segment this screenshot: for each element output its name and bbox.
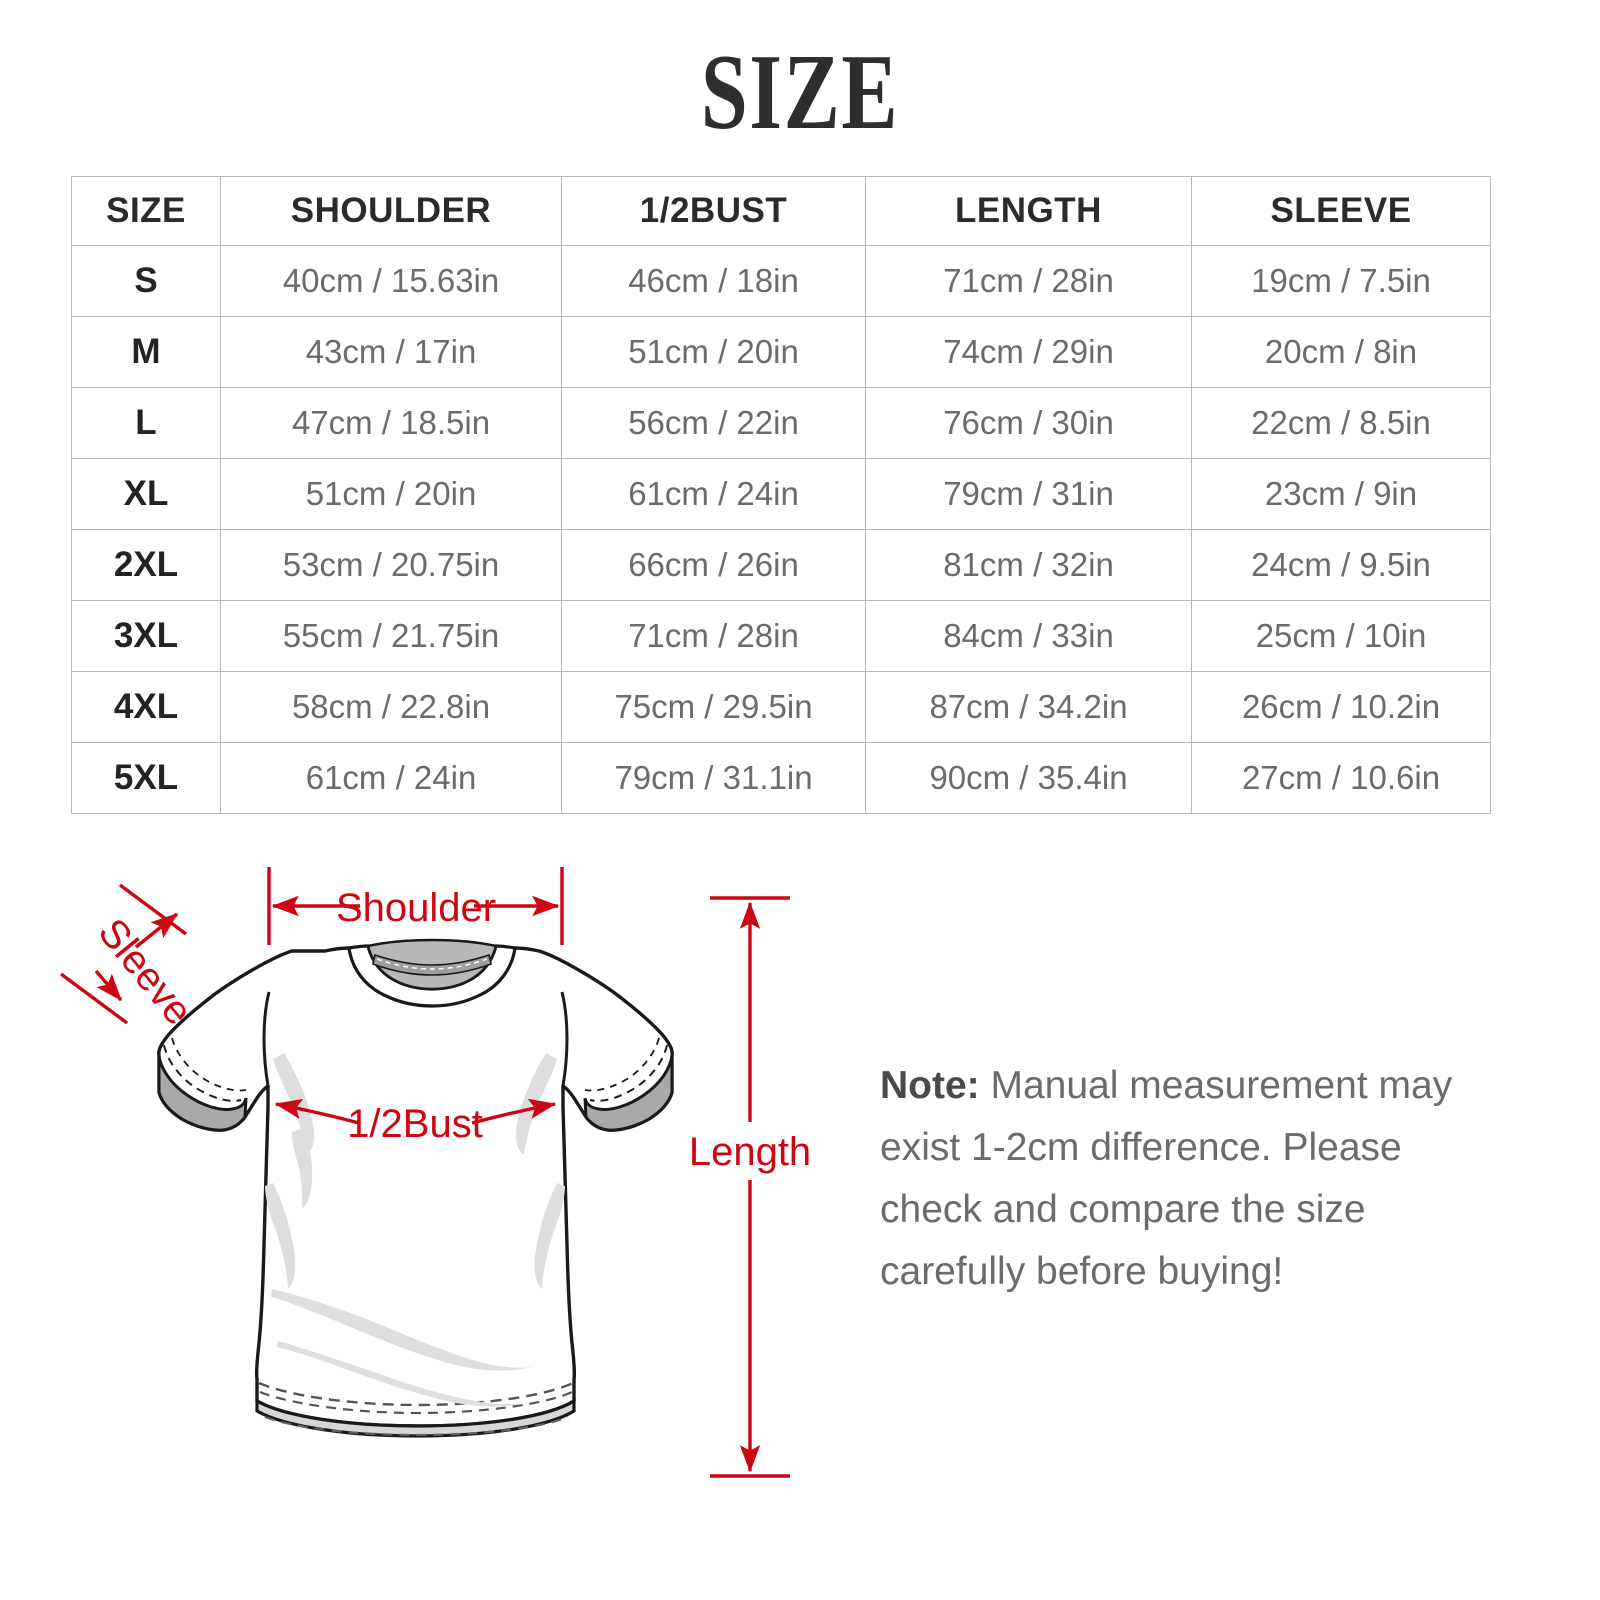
cell-sleeve: 27cm / 10.6in <box>1191 742 1491 814</box>
sleeve-arrow-lower <box>94 969 123 1002</box>
cell-length: 71cm / 28in <box>865 245 1192 317</box>
size-table: SIZE SHOULDER 1/2BUST LENGTH SLEEVE S 40… <box>71 176 1491 814</box>
hem-stitch-inner <box>259 1390 573 1415</box>
cell-length: 81cm / 32in <box>865 529 1192 601</box>
cell-bust: 66cm / 26in <box>561 529 866 601</box>
table-row: 2XL 53cm / 20.75in 66cm / 26in 81cm / 32… <box>71 529 1491 601</box>
cell-shoulder: 55cm / 21.75in <box>220 600 562 672</box>
label-shoulder: Shoulder <box>336 886 496 930</box>
note-label: Note: <box>880 1064 980 1107</box>
cell-length: 76cm / 30in <box>865 387 1192 459</box>
note-block: Note: Manual measurement may exist 1-2cm… <box>880 1055 1510 1303</box>
cell-sleeve: 26cm / 10.2in <box>1191 671 1491 743</box>
sleeve-cuff-stitch-left-2 <box>171 1037 247 1092</box>
shirt-hem <box>255 1398 576 1438</box>
column-header-bust: 1/2BUST <box>561 176 866 246</box>
table-row: L 47cm / 18.5in 56cm / 22in 76cm / 30in … <box>71 387 1491 459</box>
cell-shoulder: 43cm / 17in <box>220 316 562 388</box>
cell-shoulder: 58cm / 22.8in <box>220 671 562 743</box>
cell-shoulder: 61cm / 24in <box>220 742 562 814</box>
cell-bust: 79cm / 31.1in <box>561 742 866 814</box>
sleeve-cuff-stitch-right <box>589 1044 668 1102</box>
cell-bust: 61cm / 24in <box>561 458 866 530</box>
table-row: M 43cm / 17in 51cm / 20in 74cm / 29in 20… <box>71 316 1491 388</box>
cell-bust: 51cm / 20in <box>561 316 866 388</box>
annotations <box>60 867 790 1478</box>
cell-size: M <box>71 316 221 388</box>
table-row: 5XL 61cm / 24in 79cm / 31.1in 90cm / 35.… <box>71 742 1491 814</box>
cell-bust: 56cm / 22in <box>561 387 866 459</box>
cell-length: 90cm / 35.4in <box>865 742 1192 814</box>
cell-size: XL <box>71 458 221 530</box>
cell-length: 87cm / 34.2in <box>865 671 1192 743</box>
cell-size: 5XL <box>71 742 221 814</box>
cell-sleeve: 25cm / 10in <box>1191 600 1491 672</box>
cell-size: 4XL <box>71 671 221 743</box>
table-header-row: SIZE SHOULDER 1/2BUST LENGTH SLEEVE <box>71 176 1491 246</box>
cell-shoulder: 53cm / 20.75in <box>220 529 562 601</box>
measurement-diagram: Shoulder 1/2Bust Length Sleeve <box>0 845 1600 1585</box>
bust-arrow-right <box>471 1098 557 1125</box>
cell-sleeve: 19cm / 7.5in <box>1191 245 1491 317</box>
shirt-body-shape <box>157 946 674 1428</box>
cell-bust: 75cm / 29.5in <box>561 671 866 743</box>
cell-size: 2XL <box>71 529 221 601</box>
sleeve-arrow-upper <box>134 912 179 949</box>
tshirt-diagram-svg: Shoulder 1/2Bust Length Sleeve <box>60 867 811 1478</box>
column-header-size: SIZE <box>71 176 221 246</box>
cell-length: 74cm / 29in <box>865 316 1192 388</box>
label-bust: 1/2Bust <box>347 1102 483 1146</box>
tshirt-illustration <box>157 938 674 1438</box>
hem-stitch-outer <box>258 1381 574 1407</box>
cell-length: 79cm / 31in <box>865 458 1192 530</box>
cell-sleeve: 24cm / 9.5in <box>1191 529 1491 601</box>
hem-stitch-fold <box>264 1415 569 1437</box>
cell-sleeve: 23cm / 9in <box>1191 458 1491 530</box>
cell-bust: 71cm / 28in <box>561 600 866 672</box>
table-row: 3XL 55cm / 21.75in 71cm / 28in 84cm / 33… <box>71 600 1491 672</box>
bust-arrow-left <box>274 1098 360 1125</box>
collar-tape-stitch <box>376 958 488 970</box>
sleeve-cuff-stitch-right-2 <box>584 1037 660 1092</box>
label-length: Length <box>689 1130 811 1174</box>
shoulder-seam-right <box>560 991 569 1087</box>
column-header-shoulder: SHOULDER <box>220 176 562 246</box>
table-row: XL 51cm / 20in 61cm / 24in 79cm / 31in 2… <box>71 458 1491 530</box>
sleeve-cuff-left <box>157 1055 248 1132</box>
sleeve-cuff-right <box>583 1055 674 1132</box>
cell-shoulder: 40cm / 15.63in <box>220 245 562 317</box>
note-text: Manual measurement may exist 1-2cm diffe… <box>880 1064 1453 1293</box>
collar-tape <box>372 953 492 976</box>
page-title: SIZE <box>700 33 900 152</box>
cell-size: S <box>71 245 221 317</box>
cell-sleeve: 22cm / 8.5in <box>1191 387 1491 459</box>
sleeve-cuff-stitch-left <box>163 1044 242 1102</box>
cell-shoulder: 51cm / 20in <box>220 458 562 530</box>
cell-size: 3XL <box>71 600 221 672</box>
shoulder-seam-left <box>262 991 271 1087</box>
cell-length: 84cm / 33in <box>865 600 1192 672</box>
cell-sleeve: 20cm / 8in <box>1191 316 1491 388</box>
cell-bust: 46cm / 18in <box>561 245 866 317</box>
cell-shoulder: 47cm / 18.5in <box>220 387 562 459</box>
table-row: S 40cm / 15.63in 46cm / 18in 71cm / 28in… <box>71 245 1491 317</box>
column-header-length: LENGTH <box>865 176 1192 246</box>
column-header-sleeve: SLEEVE <box>1191 176 1491 246</box>
table-row: 4XL 58cm / 22.8in 75cm / 29.5in 87cm / 3… <box>71 671 1491 743</box>
sleeve-tick-lower <box>60 972 129 1025</box>
label-sleeve: Sleeve <box>90 910 201 1033</box>
cell-size: L <box>71 387 221 459</box>
